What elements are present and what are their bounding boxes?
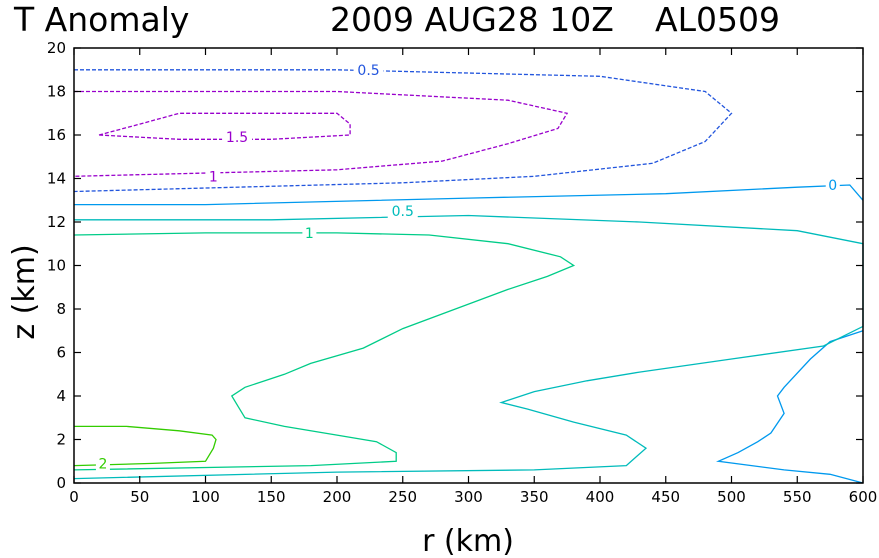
y-tick-label: 14 (47, 170, 66, 188)
contour-line-0.5 (73, 214, 864, 480)
y-tick-label: 8 (56, 300, 66, 318)
contour-line--0.5 (73, 69, 733, 193)
x-tick-label: 350 (520, 488, 549, 506)
contour-label-bg (95, 455, 110, 472)
contour-label-0: 0 (828, 178, 837, 194)
y-tick-label: 2 (56, 431, 66, 449)
chart-title-storm: AL0509 (655, 0, 780, 39)
contour-label--0.5: 0.5 (357, 63, 379, 79)
x-tick-label: 550 (783, 488, 812, 506)
x-tick-label: 250 (388, 488, 417, 506)
x-tick-label: 0 (69, 488, 79, 506)
x-tick-label: 600 (849, 488, 878, 506)
x-tick-label: 400 (586, 488, 615, 506)
y-tick-label: 10 (47, 257, 66, 275)
contour-label-bg (387, 203, 418, 220)
contour-label-bg (206, 168, 221, 185)
contour-labels: 1.5 1 0.5 0 0.5 1 2 (95, 61, 840, 472)
contour-line--1 (73, 90, 569, 177)
contour-line-0 (74, 184, 864, 206)
y-tick-label: 0 (56, 474, 66, 492)
chart-title: T Anomaly (13, 0, 189, 39)
contour-label-bg (302, 224, 317, 241)
y-tick-label: 18 (47, 83, 66, 101)
contour-label-bg (222, 129, 253, 146)
contour-label--1: 1 (209, 169, 218, 185)
x-tick-label: 300 (454, 488, 483, 506)
contour-line-2 (73, 425, 217, 467)
y-tick-label: 16 (47, 126, 66, 144)
y-tick-label: 12 (47, 213, 66, 231)
contour-label-0.5: 0.5 (392, 204, 414, 220)
contour-label-1: 1 (305, 226, 314, 242)
contour-line--1.5 (98, 112, 351, 140)
x-axis-label: r (km) (422, 524, 514, 558)
x-tick-label: 150 (257, 488, 286, 506)
contour-label-2: 2 (98, 456, 107, 472)
x-tick-label: 100 (191, 488, 220, 506)
x-tick-label: 450 (651, 488, 680, 506)
y-tick-label: 6 (56, 344, 66, 362)
y-tick-label: 4 (56, 387, 66, 405)
contour-line-0-segment (716, 330, 864, 484)
chart-title-date: 2009 AUG28 10Z (330, 0, 614, 39)
contour-lines (73, 69, 864, 484)
x-tick-label: 200 (323, 488, 352, 506)
y-tick-label: 20 (47, 39, 66, 57)
contour-label-bg (825, 177, 840, 194)
contour-line-1 (73, 232, 576, 471)
x-tick-label: 50 (130, 488, 149, 506)
x-axis-ticks: 0 50 100 150 200 250 300 350 400 450 500 550 600 (69, 48, 877, 506)
y-axis-label: z (km) (7, 244, 42, 339)
contour-label--1.5: 1.5 (226, 130, 248, 146)
x-tick-label: 500 (717, 488, 746, 506)
contour-label-bg (353, 61, 384, 78)
